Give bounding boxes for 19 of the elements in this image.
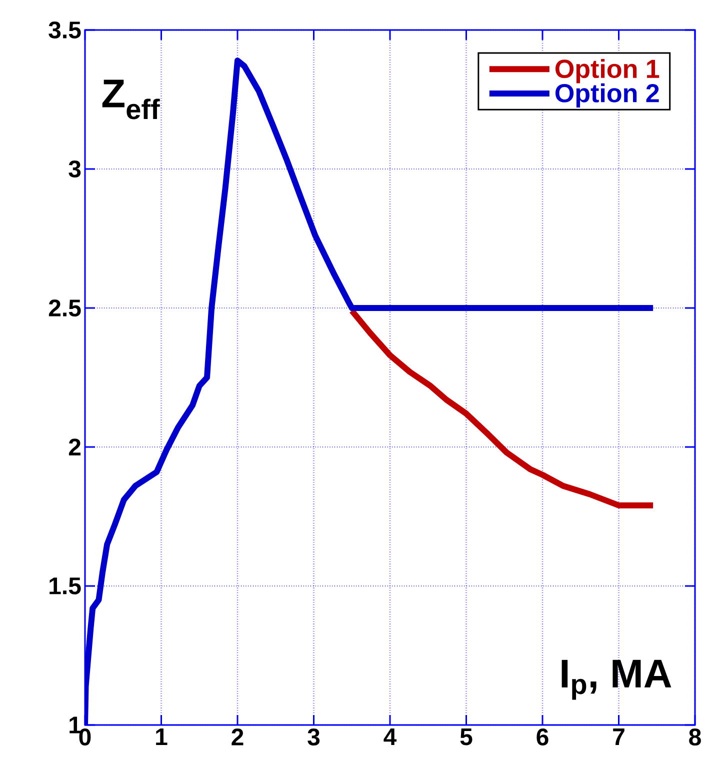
x-tick-label: 6 [536, 728, 548, 746]
x-tick-label: 2 [232, 728, 244, 746]
x-tick-label: 8 [689, 728, 701, 746]
x-tick-label: 7 [613, 728, 624, 746]
y-tick-label: 1.5 [50, 578, 81, 594]
y-tick-label: 2.5 [48, 300, 81, 316]
x-tick-label: 4 [384, 728, 397, 746]
x-tick-label: 0 [79, 728, 91, 746]
x-tick-label: 3 [308, 728, 320, 746]
x-tick-label: 1 [156, 728, 168, 746]
y-tick-label: 3.5 [48, 21, 81, 39]
y-tick-label: 2 [68, 438, 81, 456]
x-axis-title: I$_{p}$, MA [562, 660, 672, 700]
legend-label: Option 2 [555, 83, 659, 108]
legend-label: Option 1 [555, 58, 660, 84]
y-tick-label: 3 [68, 160, 81, 178]
y-axis-title: Z$_{eff}$ [102, 80, 160, 120]
x-tick-label: 5 [460, 728, 472, 746]
y-tick-label: 1 [70, 716, 81, 734]
